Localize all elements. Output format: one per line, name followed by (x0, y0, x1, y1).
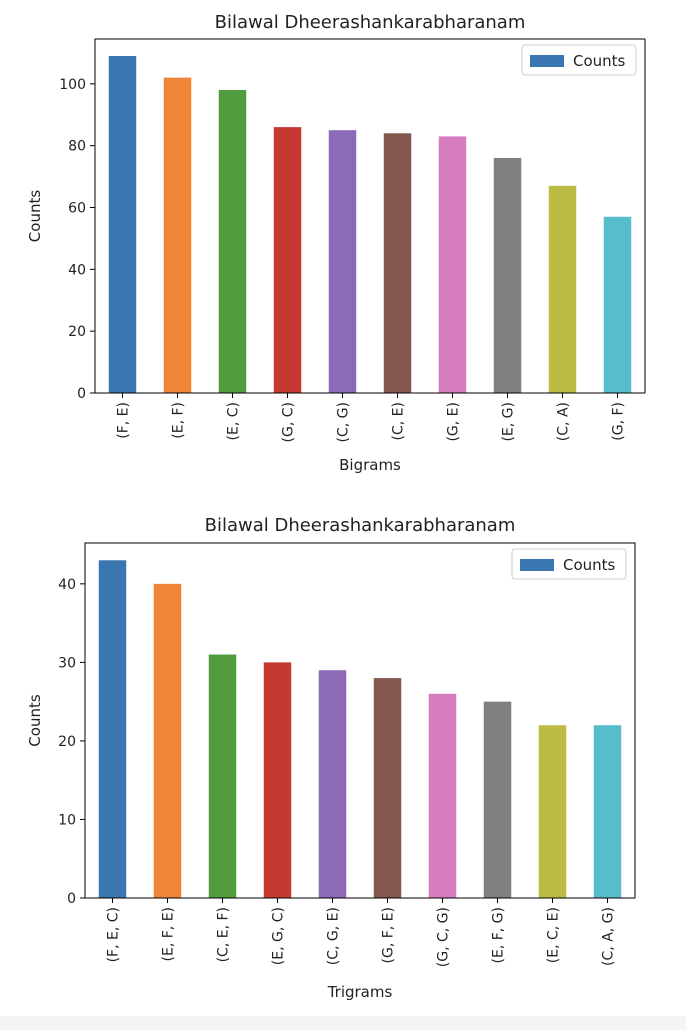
bar (218, 90, 247, 394)
legend-label: Counts (573, 52, 626, 70)
x-tick-label: (F, E, C) (106, 907, 122, 962)
x-tick-label: (G, E) (446, 402, 462, 442)
bar (493, 158, 522, 393)
legend-box (511, 548, 627, 580)
y-tick-label: 60 (68, 200, 86, 216)
y-axis-label: Counts (26, 694, 44, 747)
x-tick-label: (C, G) (336, 402, 352, 442)
x-tick-label: (E, F, G) (491, 907, 507, 963)
chart-2: Bilawal Dheerashankarabharanam 0 10 20 30 40 (… (26, 515, 636, 1001)
bar (593, 725, 622, 898)
legend-label: Counts (563, 556, 616, 574)
plot-frame (84, 542, 636, 899)
bar (603, 216, 632, 393)
y-tick-label: 40 (58, 577, 76, 593)
x-tick-label: (G, F) (611, 402, 627, 441)
bottom-strip (0, 1016, 686, 1030)
bar (98, 560, 127, 898)
x-tick-label: (E, G) (501, 402, 517, 442)
bar (383, 133, 412, 393)
bar (438, 136, 467, 393)
y-tick-label: 20 (68, 324, 86, 340)
x-tick-label: (C, A) (556, 402, 572, 441)
x-tick-label: (C, A, G) (601, 907, 617, 966)
bar (483, 701, 512, 898)
chart-1: Bilawal Dheerashankarabharanam 0 20 40 60 80 1… (26, 12, 646, 474)
y-tick-label: 20 (58, 734, 76, 750)
bar (538, 725, 567, 898)
x-tick-label: (C, E, F) (216, 907, 232, 962)
bar (373, 678, 402, 898)
y-tick-label: 100 (59, 77, 86, 93)
x-tick-label: (C, E) (391, 402, 407, 440)
chart-title: Bilawal Dheerashankarabharanam (205, 515, 516, 536)
plot-frame (94, 38, 646, 394)
y-tick-label: 40 (68, 262, 86, 278)
bar (208, 654, 237, 898)
y-tick-label: 10 (58, 812, 76, 828)
bar (273, 127, 302, 394)
x-tick-label: (E, G, C) (271, 907, 287, 965)
x-axis-label: Trigrams (327, 983, 393, 1001)
x-tick-label: (E, F) (171, 402, 187, 439)
legend: Counts (511, 548, 627, 580)
legend-swatch (520, 559, 554, 571)
x-tick-label: (C, G, E) (326, 907, 342, 965)
x-tick-label: (F, E) (116, 402, 132, 439)
x-tick-label: (E, C) (226, 402, 242, 440)
x-tick-label: (E, F, E) (161, 907, 177, 961)
bar (263, 662, 292, 898)
bar (428, 693, 457, 898)
x-tick-label: (E, C, E) (546, 907, 562, 963)
legend-box (521, 44, 637, 76)
bar (163, 77, 192, 393)
y-tick-label: 30 (58, 655, 76, 671)
bar (108, 56, 137, 394)
y-tick-label: 0 (77, 386, 86, 402)
y-axis-label: Counts (26, 190, 44, 243)
bar (318, 670, 347, 898)
chart-title: Bilawal Dheerashankarabharanam (215, 12, 526, 33)
y-tick-label: 80 (68, 139, 86, 155)
legend: Counts (521, 44, 637, 76)
x-axis-label: Bigrams (339, 456, 401, 474)
bar (328, 130, 357, 393)
x-tick-label: (G, C) (281, 402, 297, 442)
bar (548, 185, 577, 393)
x-tick-label: (G, C, G) (436, 907, 452, 967)
y-tick-label: 0 (67, 891, 76, 907)
x-tick-label: (G, F, E) (381, 907, 397, 963)
legend-swatch (530, 55, 564, 67)
bar (153, 583, 182, 898)
